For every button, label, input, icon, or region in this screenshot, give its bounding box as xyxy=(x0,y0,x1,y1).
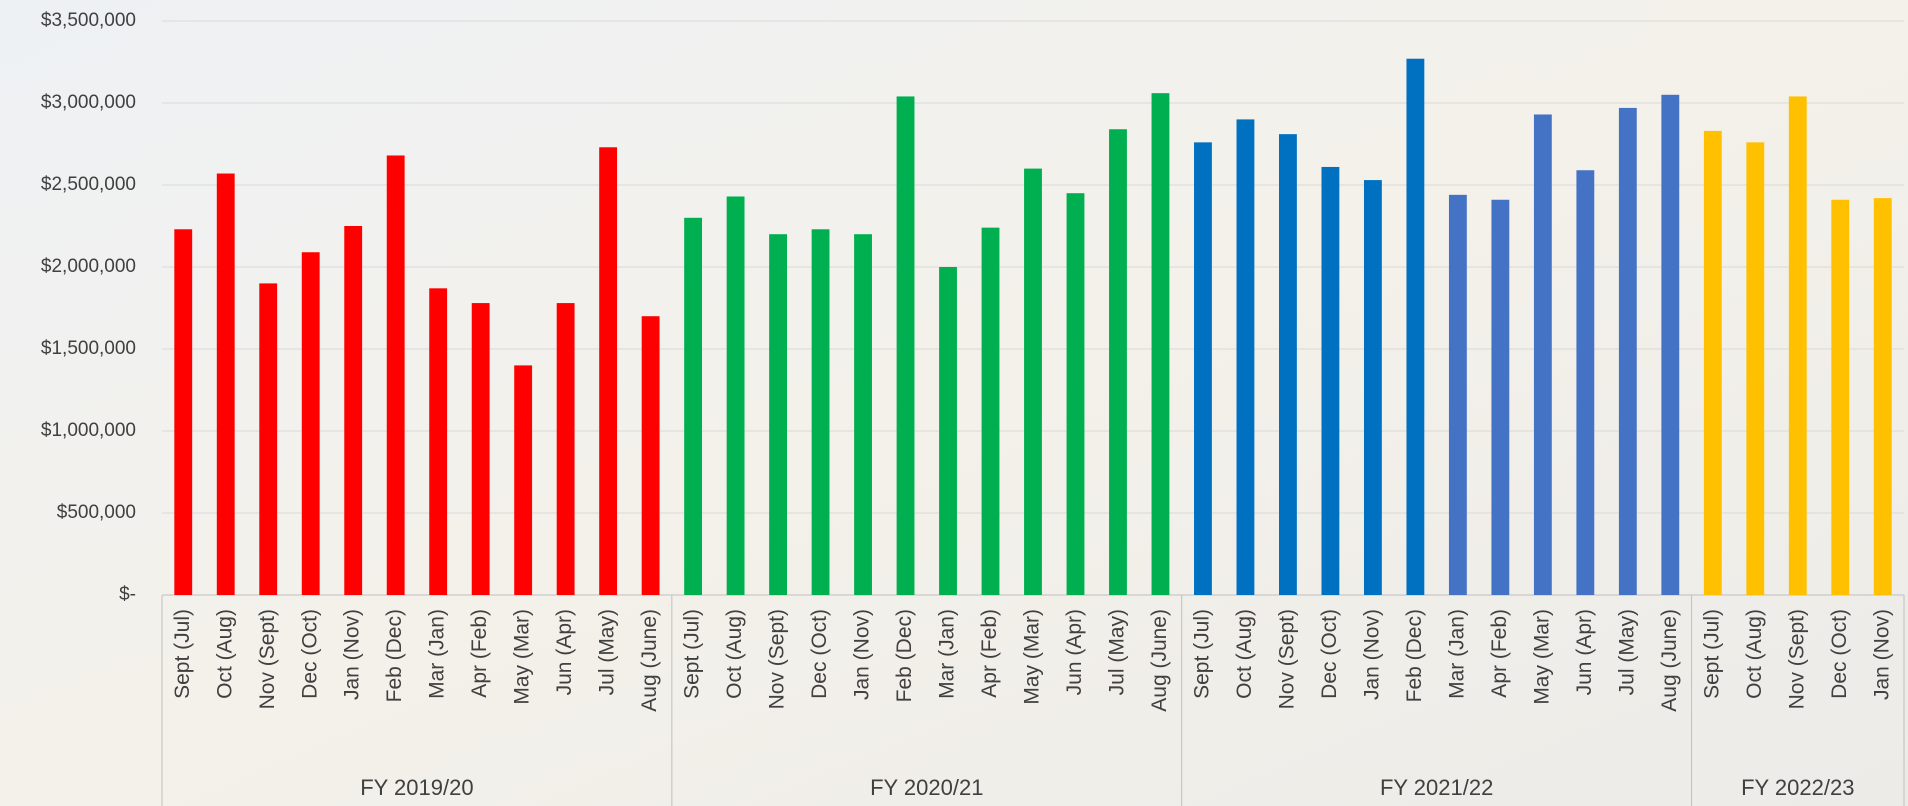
x-tick-label: Mar (Jan) xyxy=(936,609,959,699)
bar xyxy=(1874,198,1892,595)
bar xyxy=(1364,180,1382,595)
x-tick-label: Feb (Dec) xyxy=(893,609,916,702)
bar xyxy=(217,174,235,595)
bar xyxy=(684,218,702,595)
x-tick-label: Nov (Sept) xyxy=(766,609,789,709)
bar xyxy=(769,234,787,595)
y-tick-label: $1,500,000 xyxy=(41,338,136,359)
x-tick-label: Jan (Nov) xyxy=(341,609,364,700)
y-tick-label: $- xyxy=(119,584,136,605)
bar xyxy=(1449,195,1467,595)
bar xyxy=(472,303,490,595)
x-tick-label: Apr (Feb) xyxy=(1488,609,1511,698)
x-tick-label: Jan (Nov) xyxy=(1870,609,1893,700)
x-tick-label: Oct (Aug) xyxy=(723,609,746,699)
x-tick-label: Jun (Apr) xyxy=(1573,609,1596,695)
x-tick-label: Nov (Sept) xyxy=(256,609,279,709)
x-tick-label: Dec (Oct) xyxy=(1318,609,1341,699)
bar xyxy=(174,229,192,595)
bar xyxy=(897,96,915,595)
bar xyxy=(1152,93,1170,595)
x-tick-label: Jan (Nov) xyxy=(851,609,874,700)
x-tick-label: Mar (Jan) xyxy=(1445,609,1468,699)
x-tick-label: Feb (Dec) xyxy=(1403,609,1426,702)
bar xyxy=(1279,134,1297,595)
x-tick-label: Mar (Jan) xyxy=(426,609,449,699)
x-tick-label: Aug (June) xyxy=(1148,609,1171,712)
x-tick-label: Jun (Apr) xyxy=(1063,609,1086,695)
x-tick-label: Nov (Sept) xyxy=(1275,609,1298,709)
bar xyxy=(1746,142,1764,595)
x-tick-label: Oct (Aug) xyxy=(1743,609,1766,699)
bar xyxy=(727,196,745,595)
x-tick-label: Jul (May) xyxy=(1615,609,1638,695)
bar xyxy=(939,267,957,595)
bar xyxy=(812,229,830,595)
bar xyxy=(1024,169,1042,595)
bar xyxy=(259,283,277,595)
bar xyxy=(1321,167,1339,595)
group-label: FY 2022/23 xyxy=(1741,775,1854,800)
x-tick-label: May (Mar) xyxy=(511,609,534,705)
bar xyxy=(1831,200,1849,595)
bar xyxy=(557,303,575,595)
bar xyxy=(344,226,362,595)
bar xyxy=(1661,95,1679,595)
x-tick-label: May (Mar) xyxy=(1530,609,1553,705)
x-tick-label: Dec (Oct) xyxy=(298,609,321,699)
bar xyxy=(1237,119,1255,595)
y-tick-label: $2,500,000 xyxy=(41,174,136,195)
y-tick-label: $1,000,000 xyxy=(41,420,136,441)
x-tick-label: Dec (Oct) xyxy=(1828,609,1851,699)
y-tick-label: $3,000,000 xyxy=(41,92,136,113)
x-tick-label: Oct (Aug) xyxy=(1233,609,1256,699)
group-label: FY 2021/22 xyxy=(1380,775,1493,800)
bar xyxy=(1619,108,1637,595)
x-tick-label: Sept (Jul) xyxy=(171,609,194,699)
x-tick-label: Sept (Jul) xyxy=(681,609,704,699)
bar xyxy=(1576,170,1594,595)
bar xyxy=(642,316,660,595)
group-label: FY 2019/20 xyxy=(360,775,473,800)
bar xyxy=(1789,96,1807,595)
bar xyxy=(387,155,405,595)
bar xyxy=(514,365,532,595)
bar xyxy=(1406,59,1424,595)
bar xyxy=(1067,193,1085,595)
bar xyxy=(1534,114,1552,595)
x-tick-label: Oct (Aug) xyxy=(213,609,236,699)
x-tick-label: Sept (Jul) xyxy=(1190,609,1213,699)
bar xyxy=(1491,200,1509,595)
x-tick-label: Apr (Feb) xyxy=(978,609,1001,698)
x-tick-label: Dec (Oct) xyxy=(808,609,831,699)
x-tick-label: Jan (Nov) xyxy=(1360,609,1383,700)
x-tick-label: May (Mar) xyxy=(1021,609,1044,705)
x-tick-label: Jul (May) xyxy=(596,609,619,695)
x-tick-label: Feb (Dec) xyxy=(383,609,406,702)
y-tick-label: $3,500,000 xyxy=(41,10,136,31)
bar xyxy=(1704,131,1722,595)
x-tick-label: Apr (Feb) xyxy=(468,609,491,698)
x-tick-label: Jul (May) xyxy=(1106,609,1129,695)
bar xyxy=(429,288,447,595)
bar xyxy=(1194,142,1212,595)
bar xyxy=(1109,129,1127,595)
y-tick-label: $2,000,000 xyxy=(41,256,136,277)
bar xyxy=(599,147,617,595)
x-tick-label: Nov (Sept) xyxy=(1785,609,1808,709)
bar xyxy=(854,234,872,595)
x-tick-label: Aug (June) xyxy=(638,609,661,712)
bar xyxy=(982,228,1000,595)
x-tick-label: Aug (June) xyxy=(1658,609,1681,712)
x-tick-label: Sept (Jul) xyxy=(1700,609,1723,699)
x-tick-label: Jun (Apr) xyxy=(553,609,576,695)
group-label: FY 2020/21 xyxy=(870,775,983,800)
bar xyxy=(302,252,320,595)
chart: $- $500,000 $1,000,000 $1,500,000 $2,000,000… xyxy=(0,0,1908,806)
y-tick-label: $500,000 xyxy=(57,502,136,523)
